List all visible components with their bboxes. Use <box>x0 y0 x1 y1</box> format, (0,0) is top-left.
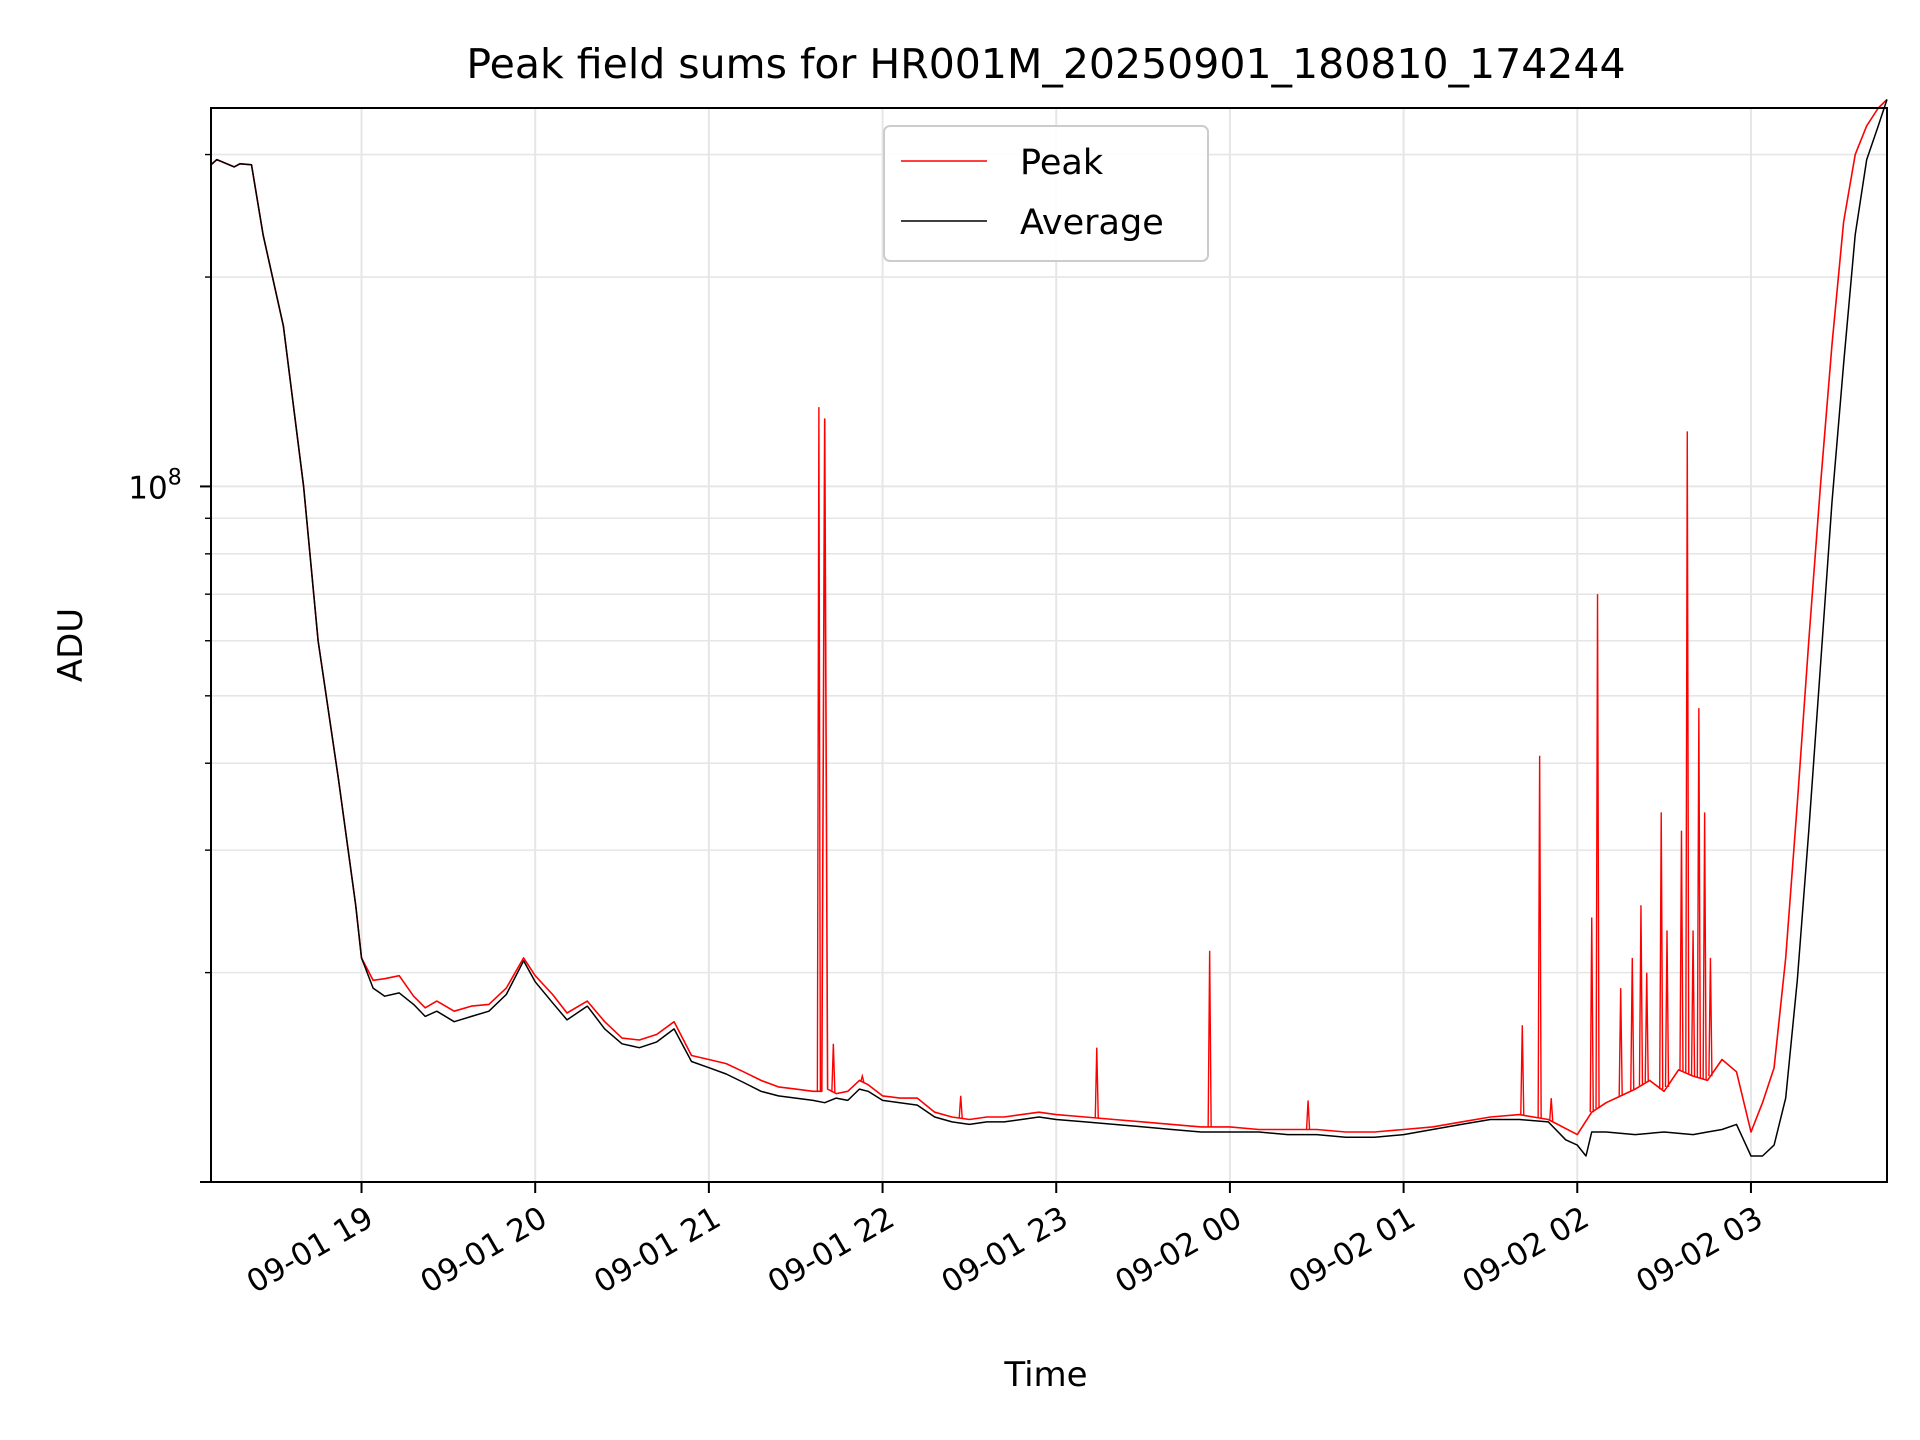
peak-spike <box>860 1073 865 1082</box>
peak-spike <box>1659 812 1664 1090</box>
legend-peak-label: Peak <box>1020 143 1104 183</box>
plot-area: 09-01 19 09-01 20 09-01 21 09-01 22 09-01 23… <box>128 98 1888 1301</box>
legend: Peak Average <box>883 125 1209 262</box>
y-axis-label: ADU <box>51 608 91 682</box>
peak-spike <box>1679 830 1684 1072</box>
peak-spike <box>1549 1098 1554 1122</box>
peak-spike <box>958 1095 963 1119</box>
peak-spike <box>1537 755 1542 1119</box>
peak-spike <box>1094 1047 1099 1119</box>
peak-spike <box>1702 812 1707 1080</box>
peak-spike <box>1685 431 1690 1074</box>
peak-spike <box>1589 917 1594 1113</box>
peak-spike <box>1696 708 1702 1078</box>
legend-box <box>883 125 1209 262</box>
series-line-average <box>210 99 1888 1157</box>
series-layer <box>210 98 1888 1157</box>
chart-title: Peak field sums for HR001M_20250901_1808… <box>466 40 1625 88</box>
peak-spike <box>1690 930 1696 1077</box>
peak-spike <box>1638 905 1644 1086</box>
y-tick-label: 108 <box>128 465 181 506</box>
peak-spike <box>1708 957 1713 1077</box>
plot-background <box>211 108 1887 1182</box>
peak-spike <box>1207 950 1212 1127</box>
peak-spike <box>816 407 822 1092</box>
y-tick-label-base: 10 <box>128 470 167 506</box>
peak-spike <box>1664 930 1670 1088</box>
y-axis: 108 <box>128 153 211 1183</box>
peak-spike <box>1520 1025 1525 1116</box>
legend-average-label: Average <box>1020 203 1164 243</box>
peak-spike <box>1644 972 1649 1083</box>
peak-spike <box>1595 594 1600 1109</box>
peak-spike <box>1305 1100 1311 1130</box>
peak-spike <box>831 1043 836 1093</box>
plot-frame <box>210 107 1888 1183</box>
x-axis-label: Time <box>1003 1355 1087 1395</box>
y-tick-label-exponent: 8 <box>168 465 182 490</box>
grid <box>211 108 1887 1183</box>
peak-spike <box>1618 988 1623 1096</box>
peak-spike <box>1630 957 1635 1091</box>
